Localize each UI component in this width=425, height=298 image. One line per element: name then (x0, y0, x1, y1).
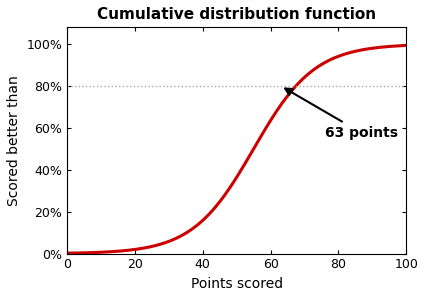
X-axis label: Points scored: Points scored (191, 277, 283, 291)
Text: 63 points: 63 points (285, 89, 398, 140)
Y-axis label: Scored better than: Scored better than (7, 75, 21, 206)
Title: Cumulative distribution function: Cumulative distribution function (97, 7, 376, 22)
